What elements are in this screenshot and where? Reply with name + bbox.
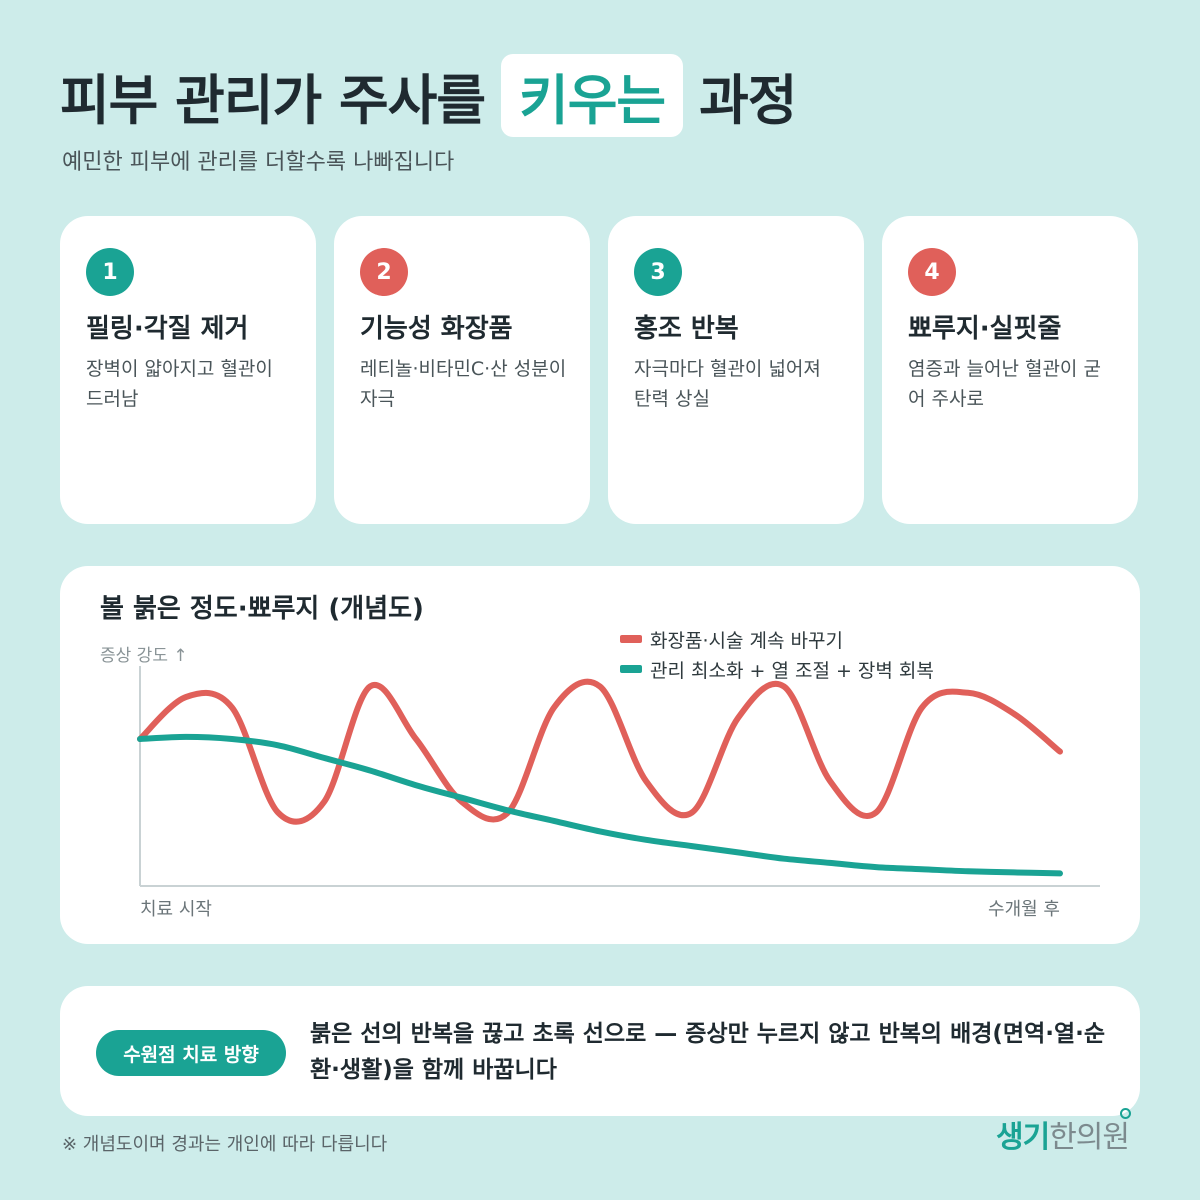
chart-legend: 화장품·시술 계속 바꾸기 관리 최소화 + 열 조절 + 장벽 회복 bbox=[620, 624, 934, 684]
legend-swatch-red bbox=[620, 635, 642, 643]
legend-item-red: 화장품·시술 계속 바꾸기 bbox=[620, 624, 934, 654]
step-card-3: 3 홍조 반복 자극마다 혈관이 넓어져 탄력 상실 bbox=[608, 216, 864, 524]
legend-label-green: 관리 최소화 + 열 조절 + 장벽 회복 bbox=[650, 659, 934, 682]
legend-label-red: 화장품·시술 계속 바꾸기 bbox=[650, 629, 843, 652]
title-highlight: 키우는 bbox=[501, 53, 684, 137]
step-title: 뾰루지·실핏줄 bbox=[908, 314, 1062, 344]
logo-part2: 한의원 bbox=[1049, 1120, 1130, 1155]
line-chart: 증상 강도 ↑ 치료 시작 수개월 후 bbox=[100, 646, 1100, 920]
series-line-red bbox=[137, 678, 1063, 825]
treatment-direction-panel: 수원점 치료 방향 붉은 선의 반복을 끊고 초록 선으로 — 증상만 누르지 … bbox=[60, 986, 1140, 1116]
y-axis-label: 증상 강도 ↑ bbox=[100, 646, 188, 666]
step-number: 1 bbox=[86, 248, 134, 296]
step-card-1: 1 필링·각질 제거 장벽이 얇아지고 혈관이 드러남 bbox=[60, 216, 316, 524]
chart-panel: 볼 붉은 정도·뾰루지 (개념도) 증상 강도 ↑ 치료 시작 수개월 후 화장… bbox=[60, 566, 1140, 944]
footnote: ※ 개념도이며 경과는 개인에 따라 다릅니다 bbox=[62, 1134, 388, 1155]
logo-dot-icon bbox=[1120, 1108, 1131, 1119]
title-post: 과정 bbox=[699, 68, 797, 132]
step-card-4: 4 뾰루지·실핏줄 염증과 늘어난 혈관이 굳어 주사로 bbox=[882, 216, 1138, 524]
treatment-direction-badge: 수원점 치료 방향 bbox=[96, 1030, 286, 1076]
page-title: 피부 관리가 주사를 키우는 과정 bbox=[60, 50, 797, 140]
step-description: 레티놀·비타민C·산 성분이 자극 bbox=[360, 358, 567, 410]
legend-swatch-green bbox=[620, 665, 642, 673]
step-number: 4 bbox=[908, 248, 956, 296]
step-card-2: 2 기능성 화장품 레티놀·비타민C·산 성분이 자극 bbox=[334, 216, 590, 524]
brand-logo: 생기한의원 bbox=[996, 1112, 1130, 1156]
step-title: 기능성 화장품 bbox=[360, 314, 513, 344]
series-line-green bbox=[137, 733, 1063, 877]
chart-title: 볼 붉은 정도·뾰루지 (개념도) bbox=[100, 594, 424, 624]
logo-part1: 생기 bbox=[996, 1120, 1050, 1155]
step-number: 2 bbox=[360, 248, 408, 296]
title-pre: 피부 관리가 주사를 bbox=[60, 68, 486, 132]
treatment-direction-text: 붉은 선의 반복을 끊고 초록 선으로 — 증상만 누르지 않고 반복의 배경(… bbox=[310, 1021, 1106, 1083]
step-description: 염증과 늘어난 혈관이 굳어 주사로 bbox=[908, 358, 1101, 410]
x-start-label: 치료 시작 bbox=[140, 899, 212, 920]
step-description: 장벽이 얇아지고 혈관이 드러남 bbox=[86, 358, 273, 410]
legend-item-green: 관리 최소화 + 열 조절 + 장벽 회복 bbox=[620, 654, 934, 684]
step-title: 홍조 반복 bbox=[634, 314, 739, 344]
step-number: 3 bbox=[634, 248, 682, 296]
step-title: 필링·각질 제거 bbox=[86, 314, 249, 344]
step-description: 자극마다 혈관이 넓어져 탄력 상실 bbox=[634, 358, 821, 410]
x-end-label: 수개월 후 bbox=[988, 899, 1060, 920]
page-subtitle: 예민한 피부에 관리를 더할수록 나빠집니다 bbox=[62, 150, 455, 175]
